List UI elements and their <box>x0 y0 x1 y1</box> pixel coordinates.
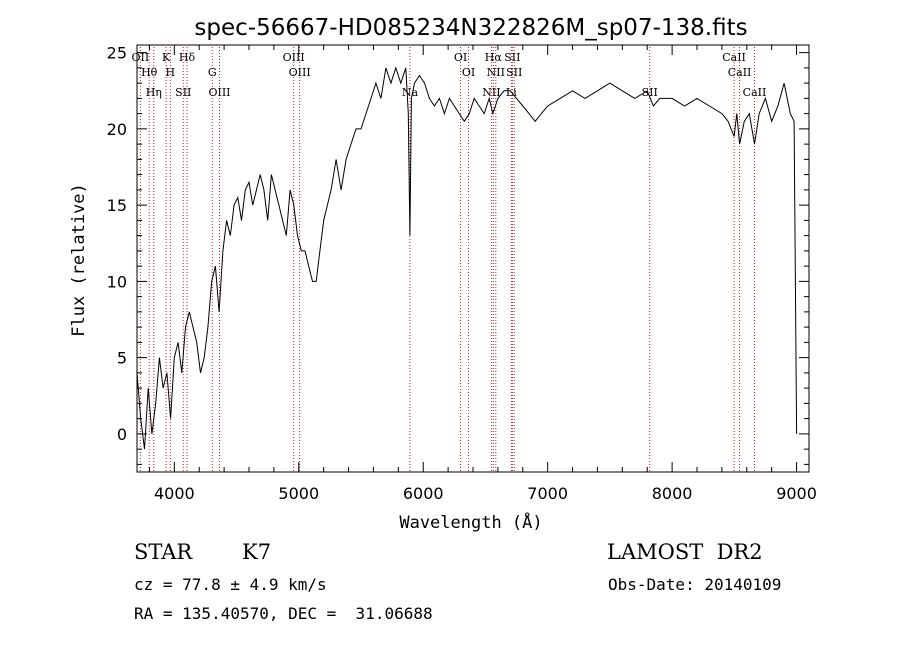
line-marker-labels: OII Hθ Hη KH SII Hδ G OIII OIII OIII Na OI OI NII Hα NI… <box>132 51 767 99</box>
line-marker-label: Na <box>402 86 419 99</box>
line-marker-label: CaII <box>722 51 746 64</box>
line-marker-label: OIII <box>289 66 311 79</box>
redshift-text: cz = 77.8 ± 4.9 km/s <box>134 575 327 594</box>
line-marker-label: K <box>162 51 171 64</box>
line-marker-label: NII <box>487 66 505 79</box>
line-marker-label: Hη <box>146 86 162 99</box>
x-tick-label: 4000 <box>154 484 195 503</box>
object-subclass: K7 <box>242 540 272 564</box>
line-marker-label: Hθ <box>141 66 158 79</box>
line-marker-label: SII <box>504 51 520 64</box>
x-axis-label: Wavelength (Å) <box>399 511 542 533</box>
line-marker-label: OIII <box>208 86 230 99</box>
object-class: STAR <box>134 540 193 564</box>
line-marker-label: SII <box>175 86 191 99</box>
obs-date: Obs-Date: 20140109 <box>608 575 782 594</box>
chart-title: spec-56667-HD085234N322826M_sp07-138.fit… <box>194 15 747 41</box>
line-marker-label: SII <box>506 66 522 79</box>
line-marker-label: H <box>166 66 176 79</box>
line-marker-label: G <box>208 66 217 79</box>
y-tick-label: 0 <box>117 425 127 444</box>
x-tick-label: 7000 <box>527 484 568 503</box>
line-marker-label: SII <box>642 86 658 99</box>
line-marker-label: Hα <box>485 51 503 64</box>
line-markers <box>139 47 755 471</box>
line-marker-label: NII <box>482 86 500 99</box>
spectrum-series-line <box>136 66 798 450</box>
ra-dec: RA = 135.40570, DEC = 31.06688 <box>134 604 433 623</box>
line-marker-label: Hδ <box>179 51 196 64</box>
y-axis: 0 5 10 15 20 25 <box>107 44 809 465</box>
x-tick-label: 6000 <box>403 484 444 503</box>
y-tick-label: 5 <box>117 349 127 368</box>
line-marker-label: CaII <box>728 66 752 79</box>
y-tick-label: 25 <box>107 44 127 63</box>
line-marker-label: OIII <box>283 51 305 64</box>
y-axis-label: Flux (relative) <box>69 183 89 337</box>
y-tick-label: 10 <box>107 272 127 291</box>
x-tick-label: 8000 <box>652 484 693 503</box>
line-marker-label: CaII <box>743 86 767 99</box>
survey-name: LAMOST DR2 <box>607 540 763 564</box>
x-tick-label: 5000 <box>278 484 319 503</box>
x-axis: 4000 5000 6000 7000 8000 9000 <box>148 45 817 503</box>
plot-frame <box>136 44 810 473</box>
x-tick-label: 9000 <box>776 484 817 503</box>
line-marker-label: OI <box>462 66 475 79</box>
y-tick-label: 20 <box>107 120 127 139</box>
line-marker-label: OI <box>454 51 467 64</box>
y-tick-label: 15 <box>107 196 127 215</box>
line-marker-label: OII <box>132 51 150 64</box>
